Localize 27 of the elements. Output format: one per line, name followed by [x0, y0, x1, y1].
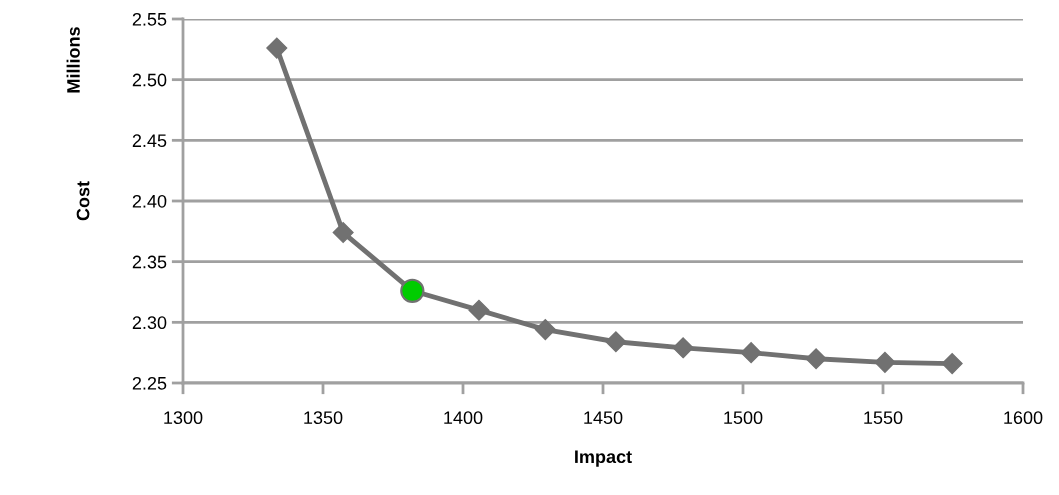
- x-tick-label: 1300: [164, 411, 203, 425]
- y-tick-label: 2.45: [132, 134, 167, 148]
- point: [534, 319, 556, 341]
- point: [672, 337, 694, 359]
- point: [874, 351, 896, 373]
- x-tick-label: 1500: [724, 411, 763, 425]
- point: [266, 37, 288, 59]
- y-tick-label: 2.35: [132, 255, 167, 269]
- x-tick-label: 1350: [304, 411, 343, 425]
- point: [332, 222, 354, 244]
- y-tick-label: 2.50: [132, 73, 167, 87]
- x-tick-label: 1550: [864, 411, 903, 425]
- x-tick-label: 1450: [584, 411, 623, 425]
- point: [941, 353, 963, 375]
- point: [468, 299, 490, 321]
- point: [805, 348, 827, 370]
- text: Millions: [66, 27, 80, 93]
- y-tick-label: 2.55: [132, 12, 167, 26]
- x-tick-label: 1600: [1004, 411, 1043, 425]
- y-tick-label: 2.30: [132, 316, 167, 330]
- x-axis-title: Impact: [575, 450, 632, 467]
- point: [605, 331, 627, 353]
- x-tick-label: 1400: [444, 411, 483, 425]
- y-axis-title: Cost: [76, 181, 90, 221]
- y-tick-label: 2.40: [132, 194, 167, 208]
- point: [740, 342, 762, 364]
- y-tick-label: 2.25: [132, 376, 167, 390]
